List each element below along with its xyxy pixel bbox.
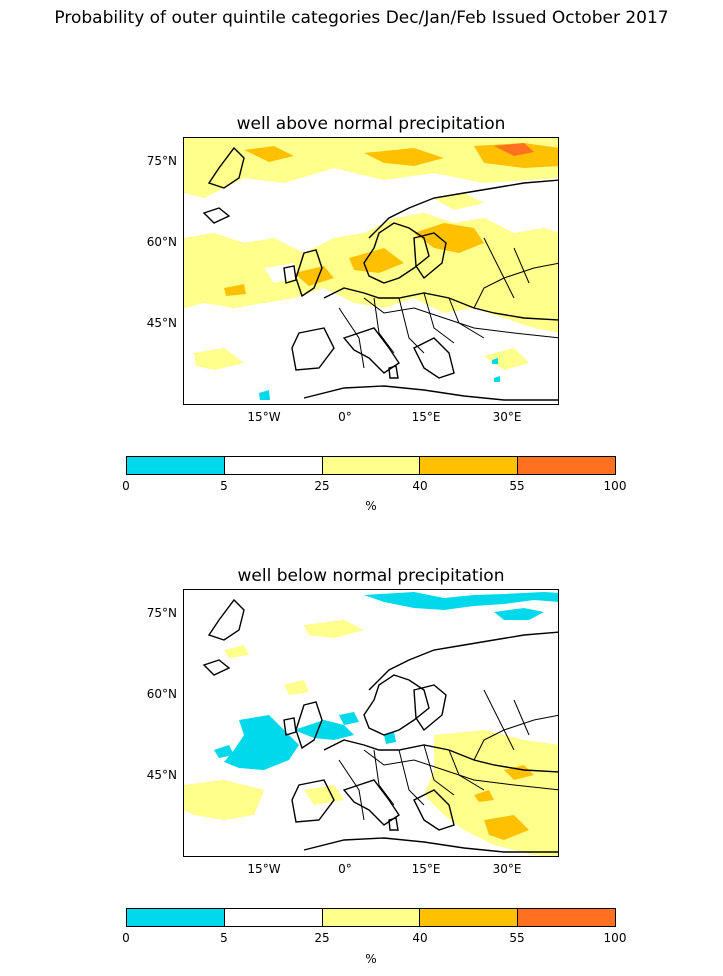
figure-title: Probability of outer quintile categories… [54, 8, 669, 28]
lon-label-15w: 15°W [247, 410, 281, 424]
colorbar-segment-yellow [321, 457, 420, 474]
lon-label-15e: 15°E [411, 862, 441, 876]
colorbar-segment-cyan [127, 909, 224, 926]
colorbar-segment-orange [419, 457, 518, 474]
colorbar-tick: 55 [509, 479, 525, 493]
colorbar-unit: % [365, 499, 377, 513]
colorbar-segment-yellow [321, 909, 420, 926]
colorbar-tick: 5 [220, 479, 228, 493]
lat-label-45n: 45°N [146, 316, 177, 330]
lat-label-75n: 75°N [146, 606, 177, 620]
colorbar-tick: 100 [603, 931, 627, 945]
lat-label-60n: 60°N [146, 235, 177, 249]
colorbar-tick: 25 [314, 479, 330, 493]
colorbar-segment-red [517, 457, 615, 474]
lon-label-15w: 15°W [247, 862, 281, 876]
lat-label-60n: 60°N [146, 687, 177, 701]
colorbar-tick: 55 [509, 931, 525, 945]
panel-title-above: well above normal precipitation [236, 114, 506, 134]
colorbar-tick: 0 [122, 479, 130, 493]
colorbar-below [126, 908, 616, 927]
colorbar-segment-cyan [127, 457, 224, 474]
colorbar-segment-orange [419, 909, 518, 926]
colorbar-segment-white [223, 457, 322, 474]
colorbar-tick: 100 [603, 479, 627, 493]
map-above-normal [183, 137, 559, 405]
colorbar-unit: % [365, 952, 377, 966]
lon-label-0: 0° [338, 410, 352, 424]
colorbar-tick: 40 [412, 931, 428, 945]
panel-title-below: well below normal precipitation [237, 566, 505, 586]
colorbar-tick: 5 [220, 931, 228, 945]
colorbar-segment-white [223, 909, 322, 926]
colorbar-segment-red [517, 909, 615, 926]
lon-label-0: 0° [338, 862, 352, 876]
lon-label-30e: 30°E [492, 862, 522, 876]
colorbar-tick: 25 [314, 931, 330, 945]
map-below-normal [183, 589, 559, 857]
lon-label-15e: 15°E [411, 410, 441, 424]
map-below-svg [184, 592, 558, 856]
colorbar-above [126, 456, 616, 475]
colorbar-tick: 40 [412, 479, 428, 493]
colorbar-tick: 0 [122, 931, 130, 945]
map-above-svg [184, 138, 558, 401]
lat-label-45n: 45°N [146, 768, 177, 782]
lon-label-30e: 30°E [492, 410, 522, 424]
lat-label-75n: 75°N [146, 154, 177, 168]
